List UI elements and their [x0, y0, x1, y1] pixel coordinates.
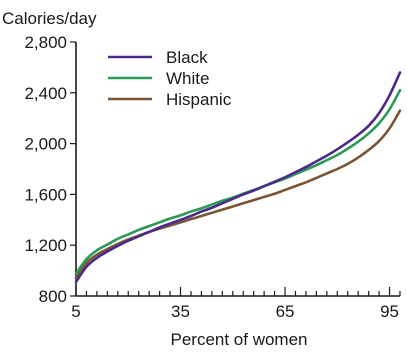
y-tick-label: 800	[39, 287, 67, 306]
x-tick-label: 5	[71, 302, 80, 321]
y-axis-label: Calories/day	[2, 9, 97, 28]
y-tick-label: 1,600	[24, 185, 67, 204]
x-tick-label: 65	[276, 302, 295, 321]
legend: Black White Hispanic	[108, 48, 232, 109]
y-tick-label: 1,200	[24, 236, 67, 255]
y-axis: 800 1,200 1,600 2,000 2,400 2,800	[24, 33, 77, 306]
plot-series	[74, 71, 402, 284]
y-tick-label: 2,800	[24, 33, 67, 52]
legend-label-black: Black	[166, 48, 208, 67]
series-line-black	[74, 71, 402, 284]
legend-label-hispanic: Hispanic	[166, 90, 232, 109]
x-tick-label: 35	[171, 302, 190, 321]
legend-label-white: White	[166, 69, 209, 88]
x-axis-label: Percent of women	[170, 330, 307, 349]
x-tick-label: 95	[380, 302, 399, 321]
y-tick-label: 2,000	[24, 135, 67, 154]
y-tick-label: 2,400	[24, 84, 67, 103]
series-line-white	[74, 88, 402, 276]
x-axis: 5 35 65 95	[71, 287, 401, 321]
